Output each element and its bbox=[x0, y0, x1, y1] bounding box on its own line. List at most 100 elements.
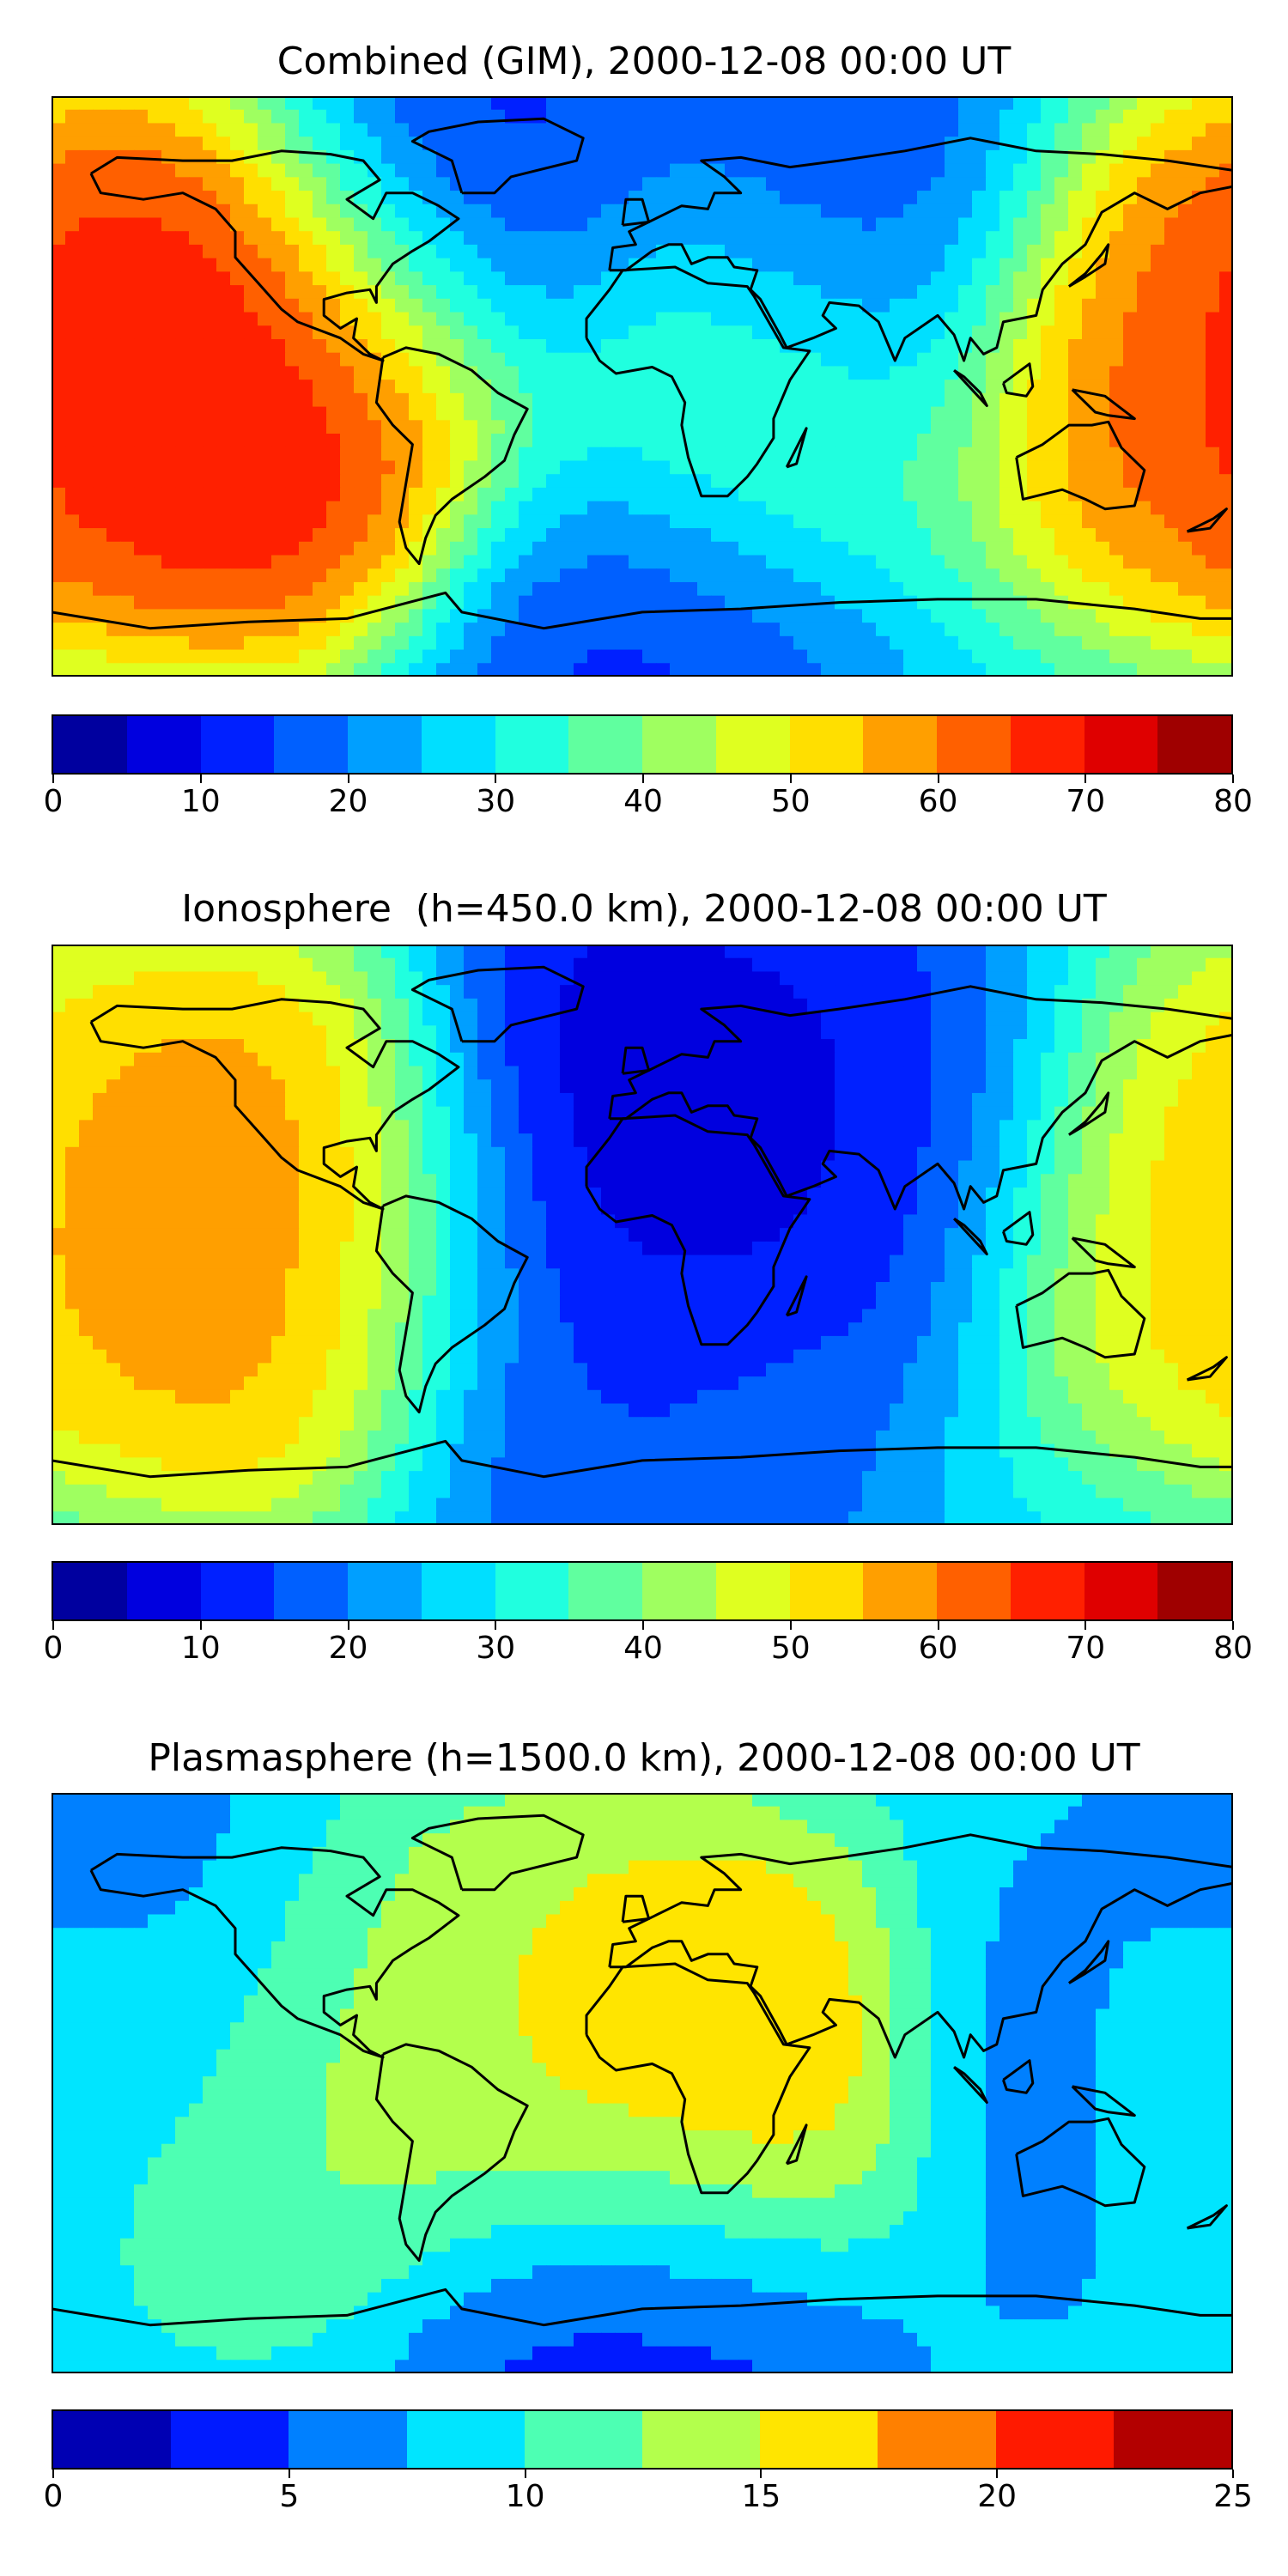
contour-cell bbox=[340, 392, 355, 408]
contour-cell bbox=[1151, 663, 1165, 677]
contour-cell bbox=[780, 434, 794, 448]
contour-cell bbox=[436, 338, 451, 354]
contour-cell bbox=[656, 528, 671, 543]
contour-cell bbox=[285, 191, 300, 205]
contour-cell bbox=[216, 406, 231, 421]
contour-cell bbox=[903, 380, 918, 394]
contour-cell bbox=[725, 635, 739, 651]
contour-cell bbox=[725, 96, 739, 111]
contour-cell bbox=[848, 528, 863, 543]
coastline bbox=[410, 117, 585, 195]
contour-cell bbox=[972, 1120, 987, 1134]
contour-cell bbox=[79, 1039, 94, 1054]
contour-cell bbox=[615, 406, 629, 421]
contour-cell bbox=[79, 298, 94, 313]
contour-cell bbox=[65, 434, 80, 448]
contour-cell bbox=[1096, 312, 1110, 326]
contour-cell bbox=[244, 971, 258, 986]
contour-cell bbox=[326, 1120, 341, 1134]
contour-cell bbox=[532, 957, 547, 973]
contour-cell bbox=[1123, 366, 1138, 380]
contour-cell bbox=[477, 1079, 492, 1094]
contour-cell bbox=[381, 1133, 396, 1148]
contour-cell bbox=[271, 1120, 286, 1134]
contour-cell bbox=[1137, 1025, 1151, 1040]
contour-cell bbox=[450, 555, 465, 569]
contour-cell bbox=[505, 541, 519, 556]
contour-cell bbox=[148, 1106, 162, 1121]
contour-cell bbox=[340, 204, 355, 219]
contour-cell bbox=[945, 312, 959, 326]
contour-cell bbox=[587, 623, 602, 637]
contour-cell bbox=[93, 998, 107, 1013]
contour-cell bbox=[793, 1079, 808, 1094]
contour-cell bbox=[546, 985, 561, 999]
contour-cell bbox=[299, 528, 313, 543]
contour-cell bbox=[876, 380, 890, 394]
contour-cell bbox=[738, 1025, 753, 1040]
colorbar-ticks-combined: 0 10 20 30 40 50 60 70 80 bbox=[44, 775, 1253, 819]
contour-cell bbox=[313, 338, 327, 354]
contour-cell bbox=[972, 1066, 987, 1080]
contour-cell bbox=[560, 1106, 574, 1121]
contour-cell bbox=[340, 623, 355, 637]
contour-cell bbox=[244, 1133, 258, 1148]
contour-cell bbox=[725, 957, 739, 973]
contour-cell bbox=[106, 1012, 121, 1026]
contour-cell bbox=[1151, 420, 1165, 434]
contour-cell bbox=[271, 258, 286, 272]
contour-cell bbox=[148, 985, 162, 999]
contour-cell bbox=[161, 244, 176, 259]
contour-cell bbox=[766, 1106, 781, 1121]
contour-cell bbox=[381, 96, 396, 111]
contour-cell bbox=[546, 1025, 561, 1040]
contour-cell bbox=[505, 123, 519, 137]
contour-cell bbox=[1219, 985, 1233, 999]
contour-cell bbox=[1109, 123, 1124, 137]
contour-cell bbox=[230, 487, 245, 502]
contour-cell bbox=[835, 420, 849, 434]
contour-cell bbox=[683, 555, 698, 569]
contour-cell bbox=[587, 971, 602, 986]
contour-cell bbox=[175, 109, 190, 125]
contour-cell bbox=[629, 474, 643, 489]
contour-cell bbox=[931, 487, 945, 502]
contour-cell bbox=[313, 555, 327, 569]
contour-cell bbox=[862, 663, 877, 677]
contour-cell bbox=[587, 1012, 602, 1026]
contour-cell bbox=[656, 191, 671, 205]
contour-cell bbox=[65, 380, 80, 394]
contour-cell bbox=[299, 581, 313, 597]
contour-cell bbox=[189, 1092, 204, 1108]
contour-cell bbox=[587, 1039, 602, 1054]
colorbar-tick-label: 60 bbox=[918, 784, 958, 819]
contour-cell bbox=[917, 96, 932, 111]
contour-cell bbox=[999, 541, 1014, 556]
contour-cell bbox=[1123, 352, 1138, 368]
contour-cell bbox=[711, 392, 726, 408]
contour-cell bbox=[340, 460, 355, 475]
contour-cell bbox=[532, 474, 547, 489]
contour-cell bbox=[835, 298, 849, 313]
contour-cell bbox=[752, 392, 767, 408]
contour-cell bbox=[725, 1066, 739, 1080]
contour-cell bbox=[931, 1120, 945, 1134]
contour-cell bbox=[752, 406, 767, 421]
contour-cell bbox=[1192, 258, 1206, 272]
contour-cell bbox=[436, 406, 451, 421]
contour-cell bbox=[148, 1120, 162, 1134]
contour-cell bbox=[1219, 998, 1233, 1013]
contour-cell bbox=[683, 1012, 698, 1026]
contour-cell bbox=[230, 501, 245, 515]
contour-cell bbox=[1178, 1052, 1193, 1067]
contour-cell bbox=[670, 298, 684, 313]
contour-cell bbox=[106, 366, 121, 380]
contour-cell bbox=[821, 581, 835, 597]
contour-cell bbox=[546, 447, 561, 462]
contour-cell bbox=[65, 338, 80, 354]
contour-cell bbox=[340, 109, 355, 125]
contour-cell bbox=[876, 971, 890, 986]
contour-cell bbox=[1137, 568, 1151, 583]
coastline bbox=[785, 427, 808, 469]
contour-cell bbox=[876, 623, 890, 637]
